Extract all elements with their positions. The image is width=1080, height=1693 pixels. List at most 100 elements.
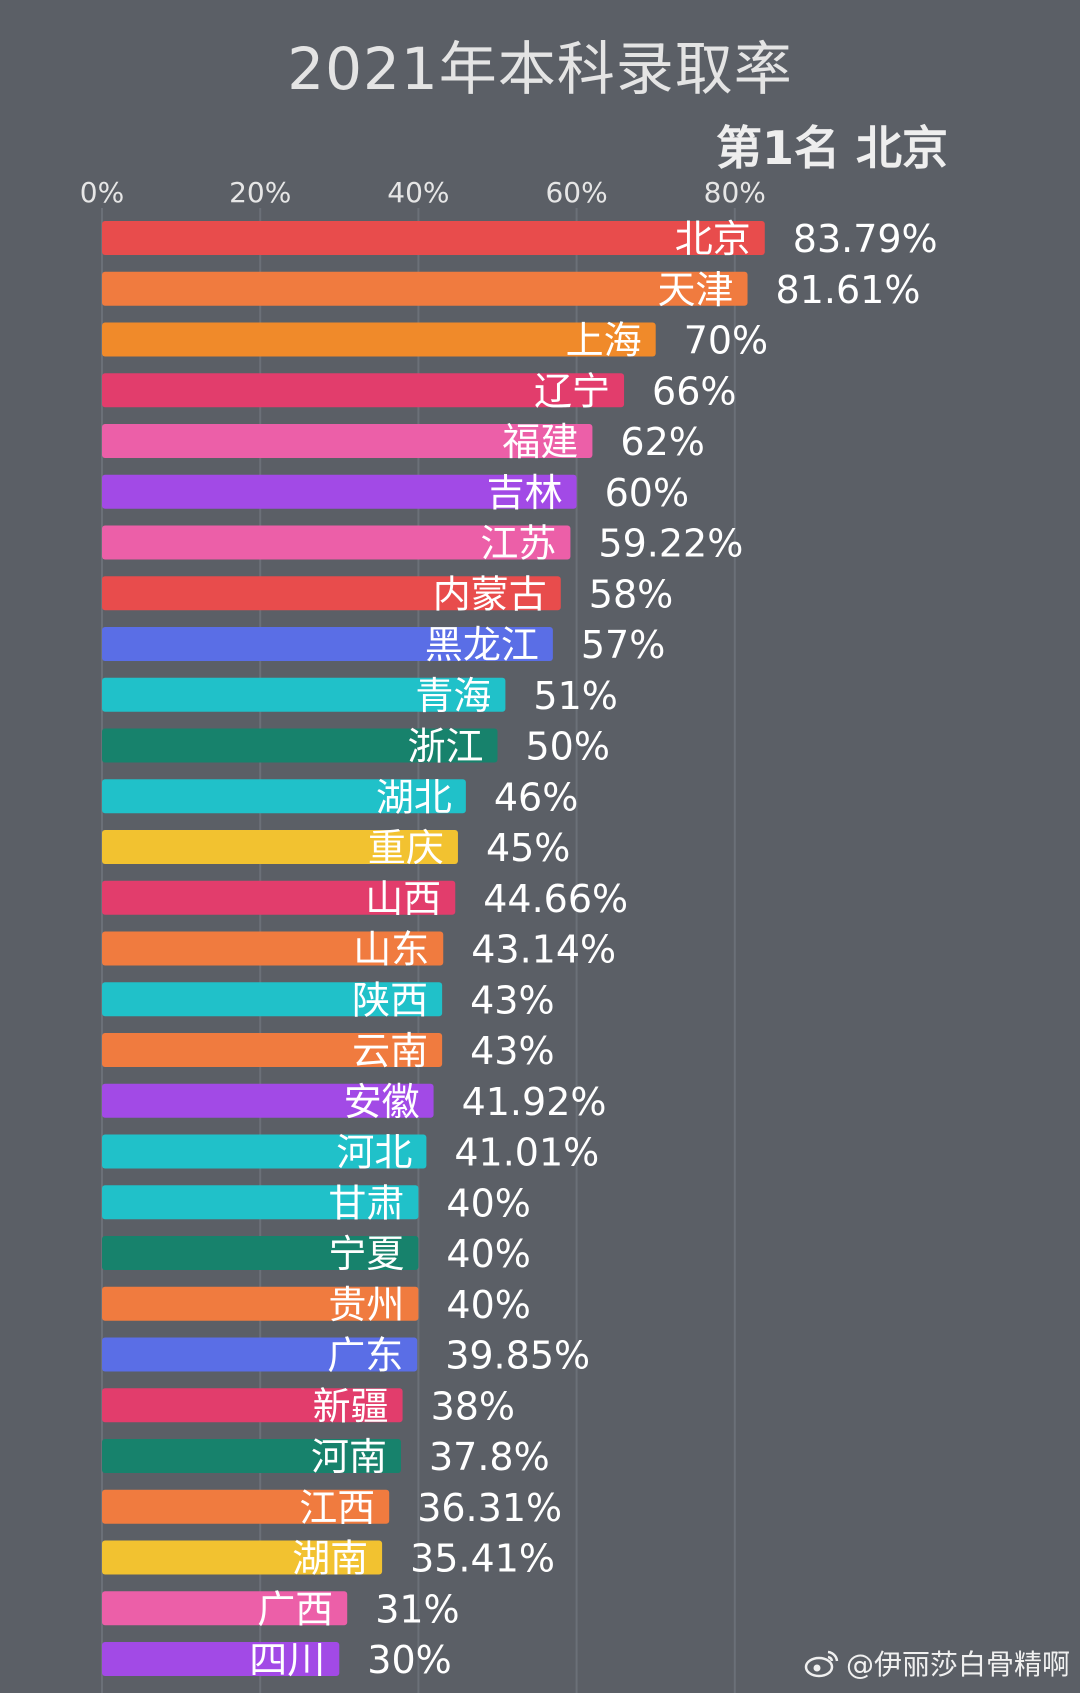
bar	[102, 474, 577, 509]
bar-category-label: 山东	[353, 928, 429, 972]
bar	[102, 830, 458, 864]
bar-category-label: 青海	[415, 674, 491, 718]
bar-value-label: 70%	[684, 319, 768, 363]
bar-value-label: 40%	[446, 1181, 530, 1225]
bar	[102, 677, 506, 712]
bar-group: 湖北 46%	[102, 775, 578, 819]
x-tick-label: 20%	[229, 176, 291, 209]
bar-category-label: 湖南	[292, 1537, 368, 1581]
bar-value-label: 62%	[620, 420, 704, 464]
bar-category-label: 江苏	[480, 522, 556, 566]
bar-group: 河南 37.8%	[102, 1435, 550, 1479]
bar	[102, 1337, 418, 1372]
bar	[102, 627, 553, 661]
bar-category-label: 广西	[257, 1587, 333, 1631]
bar-value-label: 37.8%	[429, 1435, 550, 1479]
bar	[102, 779, 466, 814]
bar-group: 北京 83.79%	[102, 217, 938, 261]
x-tick-label: 40%	[387, 176, 449, 209]
bar-value-label: 60%	[605, 471, 689, 515]
bar	[102, 576, 561, 611]
bar	[102, 728, 498, 763]
rank-label: 第1名 北京	[715, 121, 948, 175]
bar-value-label: 57%	[581, 623, 665, 667]
bar	[102, 221, 765, 255]
bar-category-label: 四川	[249, 1638, 325, 1682]
bar	[102, 1236, 419, 1270]
chart-title: 2021年本科录取率	[287, 35, 793, 103]
bar-group: 辽宁 66%	[102, 369, 737, 413]
bar-category-label: 江西	[299, 1486, 375, 1530]
bar-group: 江西 36.31%	[102, 1486, 562, 1530]
bar	[102, 1083, 434, 1118]
bar-group: 天津 81.61%	[102, 268, 920, 312]
bar-category-label: 辽宁	[534, 369, 610, 413]
bar-group: 福建 62%	[102, 420, 705, 464]
bar	[102, 1388, 403, 1423]
bar-group: 广东 39.85%	[102, 1334, 590, 1378]
bar-value-label: 58%	[589, 572, 673, 616]
bar-category-label: 河北	[336, 1131, 412, 1175]
bar	[102, 525, 571, 560]
bar-category-label: 云南	[352, 1029, 428, 1073]
bar-group: 广西 31%	[102, 1587, 460, 1631]
bar-category-label: 北京	[675, 217, 751, 261]
bar-category-label: 黑龙江	[425, 623, 539, 667]
bar	[102, 1033, 443, 1067]
bar-value-label: 41.92%	[462, 1080, 607, 1124]
bar	[102, 1439, 401, 1473]
bar	[102, 1642, 340, 1676]
bar-group: 吉林 60%	[102, 471, 689, 515]
bar-category-label: 河南	[311, 1435, 387, 1479]
bar-category-label: 陕西	[352, 978, 428, 1022]
watermark: @伊丽莎白骨精啊	[804, 1643, 1070, 1683]
bar-category-label: 天津	[658, 268, 734, 312]
x-tick-label: 80%	[704, 176, 766, 209]
bar-value-label: 66%	[652, 369, 736, 413]
weibo-icon	[804, 1650, 839, 1678]
bar-value-label: 81.61%	[776, 268, 921, 312]
bar	[102, 373, 625, 408]
bar-category-label: 广东	[327, 1334, 403, 1378]
bar-category-label: 福建	[502, 420, 578, 464]
bar-group: 内蒙古 58%	[102, 572, 673, 616]
bar-value-label: 39.85%	[445, 1334, 590, 1378]
bar-category-label: 安徽	[344, 1080, 420, 1124]
bar-group: 陕西 43%	[102, 978, 555, 1022]
bar-value-label: 43.14%	[471, 928, 616, 972]
bar-group: 贵州 40%	[102, 1283, 531, 1327]
bar-group: 河北 41.01%	[102, 1131, 599, 1175]
bar-group: 云南 43%	[102, 1029, 555, 1073]
bar-value-label: 51%	[533, 674, 617, 718]
bar-category-label: 内蒙古	[433, 572, 547, 616]
bar-group: 甘肃 40%	[102, 1181, 531, 1225]
bar-category-label: 湖北	[376, 775, 452, 819]
bar	[102, 982, 443, 1017]
bar-category-label: 宁夏	[328, 1232, 404, 1276]
x-tick-label: 0%	[80, 176, 124, 209]
bar-category-label: 浙江	[407, 725, 483, 769]
bar-category-label: 重庆	[368, 826, 444, 870]
bar-value-label: 36.31%	[417, 1486, 562, 1530]
bar-value-label: 43%	[470, 1029, 554, 1073]
bar-group: 青海 51%	[102, 674, 618, 718]
bar-category-label: 山西	[365, 877, 441, 921]
bar	[102, 1286, 419, 1321]
bar-category-label: 吉林	[487, 471, 563, 515]
bar-value-label: 83.79%	[793, 217, 938, 261]
bar-category-label: 新疆	[313, 1384, 389, 1428]
bar-group: 浙江 50%	[102, 725, 610, 769]
bar-group: 重庆 45%	[102, 826, 570, 870]
bar-category-label: 甘肃	[328, 1181, 404, 1225]
bar-value-label: 59.22%	[598, 522, 743, 566]
watermark-text: @伊丽莎白骨精啊	[845, 1648, 1070, 1681]
bar	[102, 322, 656, 357]
bar-group: 山西 44.66%	[102, 877, 628, 921]
bar-group: 宁夏 40%	[102, 1232, 531, 1276]
bar-group: 黑龙江 57%	[102, 623, 665, 667]
bar-group: 湖南 35.41%	[102, 1537, 555, 1581]
bar-value-label: 43%	[470, 978, 554, 1022]
bar	[102, 271, 748, 306]
bar-group: 山东 43.14%	[102, 928, 616, 972]
